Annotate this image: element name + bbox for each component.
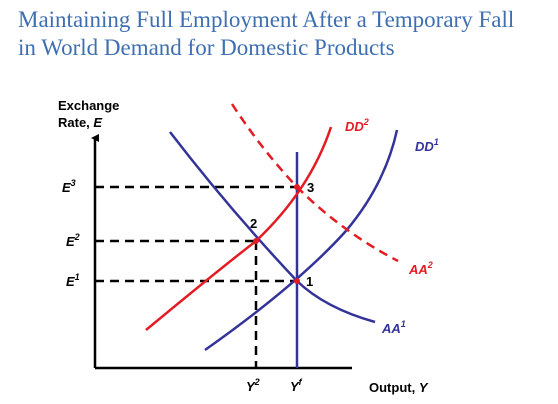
point-label-3: 3 [307, 180, 314, 195]
point-2-marker [253, 238, 259, 244]
curve-label-aa1: AA1 [381, 319, 406, 336]
curve-label-dd2: DD2 [345, 117, 369, 134]
tick-label-yf: Yf [290, 377, 303, 394]
tick-label-y2: Y2 [246, 377, 260, 394]
point-3-marker [294, 184, 300, 190]
tick-label-e3: E3 [62, 178, 76, 195]
y-axis-label-line2: Rate, E [58, 115, 102, 130]
point-1-marker [294, 278, 300, 284]
point-label-2: 2 [250, 216, 257, 231]
dd2-curve [146, 127, 331, 330]
point-label-1: 1 [306, 274, 313, 289]
tick-label-e1: E1 [66, 272, 80, 289]
tick-label-e2: E2 [66, 232, 80, 249]
x-axis-label: Output, Y [369, 380, 429, 395]
curve-label-dd1: DD1 [415, 137, 439, 154]
y-axis-label-line1: Exchange [58, 98, 119, 113]
curve-label-aa2: AA2 [408, 260, 433, 277]
